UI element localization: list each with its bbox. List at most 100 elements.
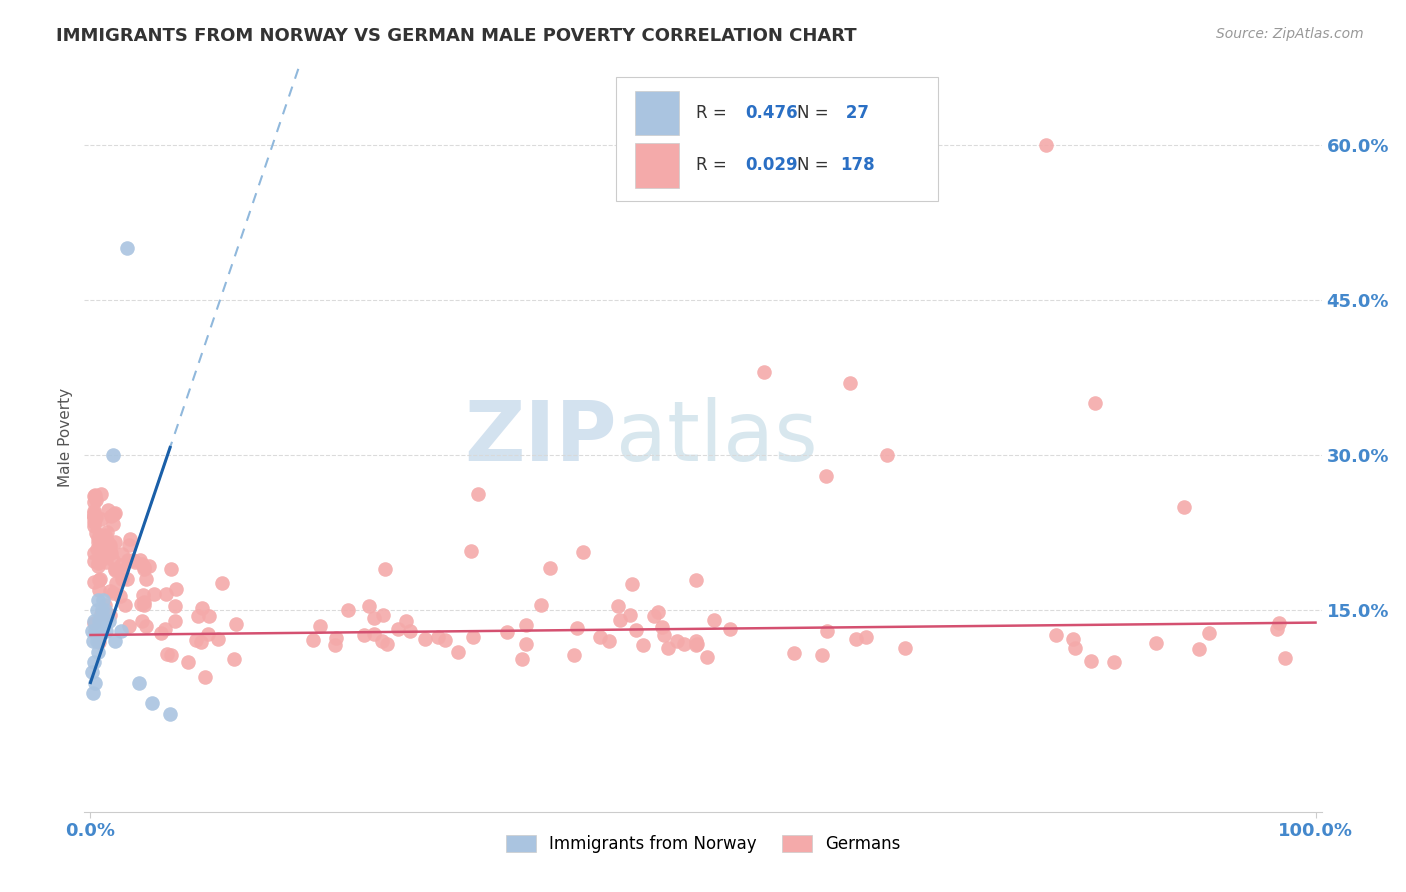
Point [839,376,862,390]
Point [96,524,118,539]
Point [1188,642,1211,657]
Text: R =: R = [696,104,731,122]
Point [131,558,153,572]
Point [463,630,485,644]
Point [1268,615,1291,630]
Point [160,648,183,662]
Point [510,652,533,666]
Point [101,448,124,462]
Point [225,616,247,631]
Point [83,655,105,669]
Point [118,532,141,546]
Point [94,603,117,617]
Point [631,638,654,652]
Point [111,572,134,586]
Point [105,575,128,590]
Point [83,489,105,503]
Point [83,519,105,533]
Point [115,242,138,256]
Point [696,650,718,665]
Point [97,614,120,628]
Point [672,637,695,651]
Text: atlas: atlas [616,397,818,477]
Point [159,706,181,721]
Point [93,614,115,628]
Point [363,627,385,641]
Text: Source: ZipAtlas.com: Source: ZipAtlas.com [1216,27,1364,41]
Point [565,621,588,635]
Point [685,638,707,652]
Point [426,630,449,644]
Point [86,541,108,556]
Point [89,543,111,558]
Point [104,634,127,648]
Point [619,607,641,622]
Point [83,553,105,567]
Point [83,575,105,590]
Point [103,585,125,599]
FancyBboxPatch shape [636,144,679,187]
Text: N =: N = [797,156,834,175]
Point [135,618,157,632]
Point [1064,640,1087,655]
Point [104,562,127,576]
Point [104,563,127,577]
Point [143,587,166,601]
Point [413,632,436,647]
Point [94,598,117,612]
Text: 178: 178 [841,156,875,175]
Point [80,624,103,638]
Point [657,640,679,655]
Point [87,532,110,546]
Point [135,572,157,586]
Point [666,634,689,648]
Point [84,487,107,501]
Point [685,573,707,587]
Point [211,576,233,591]
Point [90,551,112,566]
Point [138,558,160,573]
Point [96,624,118,638]
Point [118,619,141,633]
Point [97,503,120,517]
Point [651,620,673,634]
Point [87,573,110,587]
Point [86,634,108,648]
Point [98,583,121,598]
Point [100,546,122,560]
Point [83,506,105,520]
Point [1084,396,1107,410]
Point [83,515,105,529]
Point [395,615,418,629]
Point [87,614,110,628]
Point [156,647,179,661]
Point [84,525,107,540]
Point [89,572,111,586]
Point [83,508,105,523]
Point [108,589,131,603]
Point [718,622,741,636]
Point [117,553,139,567]
Point [82,634,104,648]
Point [176,655,198,669]
Point [83,495,105,509]
FancyBboxPatch shape [636,91,679,135]
Point [128,675,150,690]
Point [84,510,107,524]
Point [83,614,105,628]
Point [530,599,553,613]
Point [783,646,806,660]
Point [87,582,110,597]
Point [325,632,347,646]
Y-axis label: Male Poverty: Male Poverty [58,387,73,487]
Point [101,517,124,532]
Point [87,634,110,648]
Point [124,555,146,569]
Point [91,592,114,607]
Point [370,634,392,648]
Point [115,573,138,587]
Point [855,630,877,644]
Point [141,696,163,710]
Text: 27: 27 [841,104,869,122]
Point [538,561,561,575]
